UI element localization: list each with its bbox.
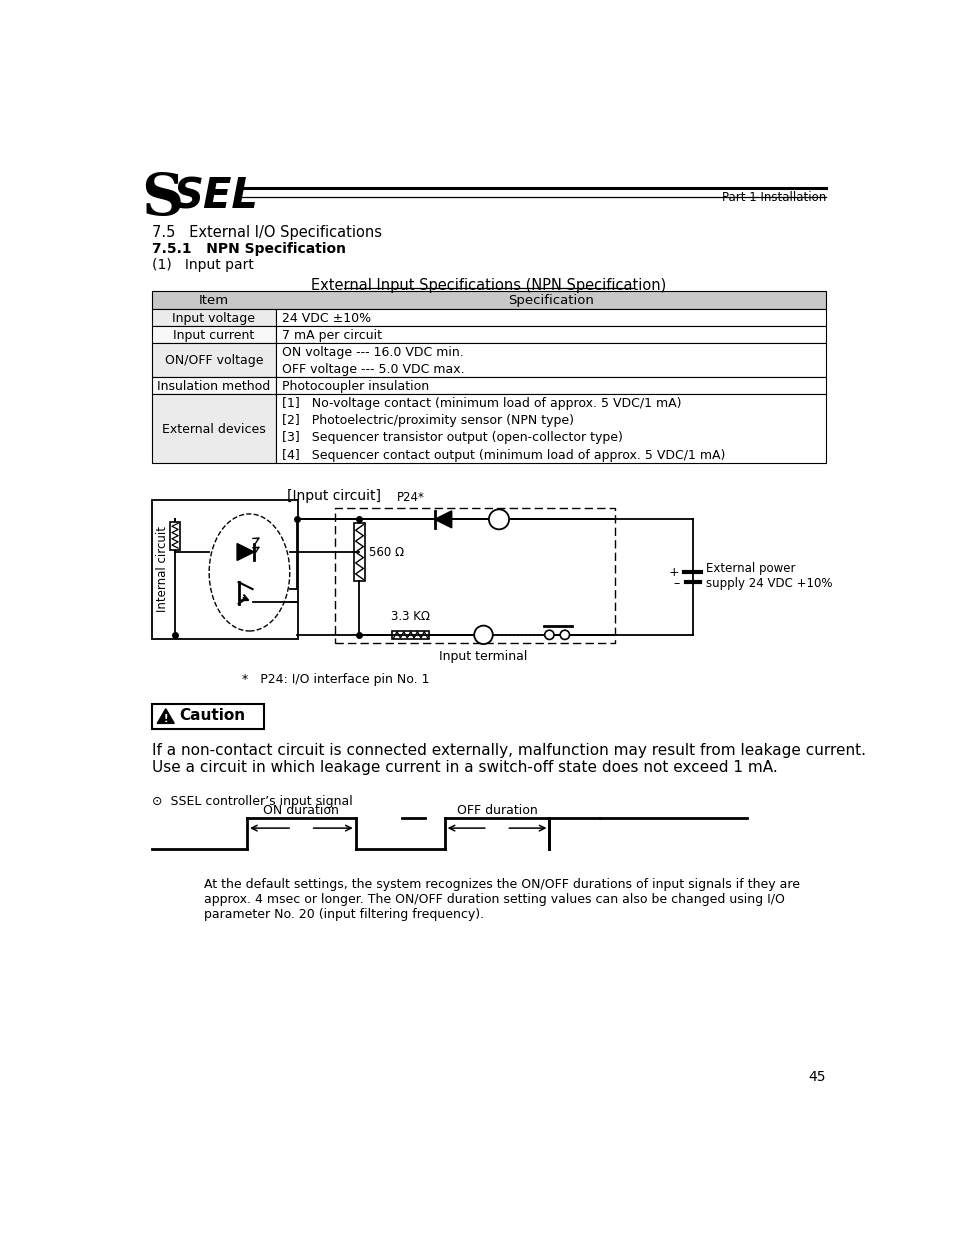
Text: Input voltage: Input voltage	[172, 312, 255, 325]
Text: ON/OFF voltage: ON/OFF voltage	[164, 354, 263, 367]
Circle shape	[559, 630, 569, 640]
Text: 45: 45	[808, 1070, 825, 1084]
Polygon shape	[157, 709, 174, 724]
Text: [3]   Sequencer transistor output (open-collector type): [3] Sequencer transistor output (open-co…	[282, 431, 622, 445]
Circle shape	[474, 626, 493, 645]
Text: [4]   Sequencer contact output (minimum load of approx. 5 VDC/1 mA): [4] Sequencer contact output (minimum lo…	[282, 448, 724, 462]
Text: 7 mA per circuit: 7 mA per circuit	[282, 329, 381, 342]
Text: 560 Ω: 560 Ω	[369, 546, 403, 558]
Text: S: S	[141, 172, 183, 227]
Text: Input terminal: Input terminal	[438, 651, 527, 663]
Polygon shape	[435, 511, 452, 527]
Bar	[354, 524, 365, 580]
Bar	[275, 326, 825, 343]
Bar	[275, 377, 825, 394]
Text: [1]   No-voltage contact (minimum load of approx. 5 VDC/1 mA): [1] No-voltage contact (minimum load of …	[282, 396, 680, 410]
Text: Caution: Caution	[179, 708, 246, 722]
Text: ON duration: ON duration	[263, 804, 339, 816]
Text: Specification: Specification	[507, 294, 593, 308]
Text: At the default settings, the system recognizes the ON/OFF durations of input sig: At the default settings, the system reco…	[204, 878, 800, 921]
Bar	[152, 343, 275, 377]
Polygon shape	[236, 543, 253, 561]
Text: ⊙  SSEL controller’s input signal: ⊙ SSEL controller’s input signal	[152, 795, 353, 808]
Text: Photocoupler insulation: Photocoupler insulation	[282, 379, 429, 393]
Text: P24*: P24*	[396, 490, 424, 504]
Text: –: –	[673, 577, 679, 590]
Text: 7.5   External I/O Specifications: 7.5 External I/O Specifications	[152, 225, 381, 240]
Text: OFF duration: OFF duration	[456, 804, 537, 816]
Text: +: +	[668, 566, 679, 579]
Bar	[152, 309, 275, 326]
Text: 24 VDC ±10%: 24 VDC ±10%	[282, 312, 371, 325]
Text: OFF voltage --- 5.0 VDC max.: OFF voltage --- 5.0 VDC max.	[282, 363, 464, 375]
Bar	[152, 326, 275, 343]
Bar	[392, 631, 429, 638]
Text: Item: Item	[198, 294, 229, 308]
Text: ON voltage --- 16.0 VDC min.: ON voltage --- 16.0 VDC min.	[282, 346, 463, 358]
Text: !: !	[163, 714, 168, 724]
Circle shape	[488, 509, 509, 530]
Text: SEL: SEL	[173, 175, 258, 217]
Bar	[335, 508, 615, 642]
Text: *   P24: I/O interface pin No. 1: * P24: I/O interface pin No. 1	[242, 673, 430, 687]
Text: 7.5.1   NPN Specification: 7.5.1 NPN Specification	[152, 242, 345, 256]
Bar	[152, 290, 825, 309]
Ellipse shape	[209, 514, 290, 631]
Bar	[152, 377, 275, 394]
Text: External devices: External devices	[162, 422, 265, 436]
Bar	[275, 394, 825, 463]
Text: Part 1 Installation: Part 1 Installation	[721, 191, 825, 204]
Text: External power
supply 24 VDC +10%: External power supply 24 VDC +10%	[705, 562, 832, 589]
Circle shape	[544, 630, 554, 640]
Text: Insulation method: Insulation method	[157, 379, 270, 393]
Text: 3.3 KΩ: 3.3 KΩ	[391, 610, 430, 622]
Text: Internal circuit: Internal circuit	[156, 526, 169, 613]
Text: [Input circuit]: [Input circuit]	[287, 489, 381, 503]
Bar	[152, 394, 275, 463]
Text: [2]   Photoelectric/proximity sensor (NPN type): [2] Photoelectric/proximity sensor (NPN …	[282, 414, 574, 427]
Text: Input current: Input current	[173, 329, 254, 342]
Text: External Input Specifications (NPN Specification): External Input Specifications (NPN Speci…	[311, 278, 666, 293]
Bar	[152, 500, 297, 638]
Bar	[171, 521, 179, 550]
Bar	[275, 343, 825, 377]
Text: If a non-contact circuit is connected externally, malfunction may result from le: If a non-contact circuit is connected ex…	[152, 742, 865, 776]
Text: (1)   Input part: (1) Input part	[152, 258, 253, 272]
Bar	[275, 309, 825, 326]
Bar	[152, 704, 264, 729]
